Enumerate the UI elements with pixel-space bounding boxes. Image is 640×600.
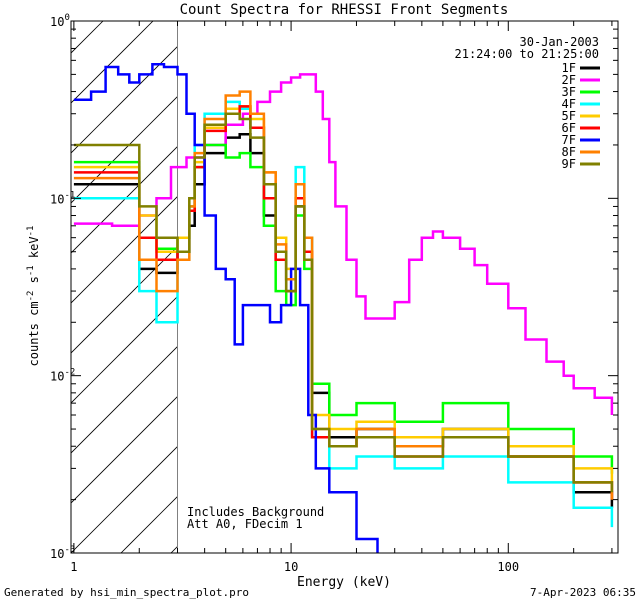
annotation-background: Includes Background (187, 505, 324, 519)
x-tick-label: 100 (497, 560, 519, 574)
legend-label-2F: 2F (562, 73, 576, 87)
series-9F-line (73, 112, 614, 493)
hatch-line (71, 195, 178, 304)
y-tick-labels: 100 10-1 10-2 10-3 (50, 13, 75, 561)
series-7F-line (73, 63, 379, 553)
footer-generated-by: Generated by hsi_min_spectra_plot.pro (4, 586, 249, 599)
legend-label-5F: 5F (562, 109, 576, 123)
annotation-attenuator: Att A0, FDecim 1 (187, 517, 303, 531)
footer-timestamp: 7-Apr-2023 06:35 (530, 586, 636, 599)
x-tick-label: 1 (70, 560, 77, 574)
y-tick-label: 10-3 (50, 545, 75, 561)
background-hatch-region (71, 21, 178, 553)
legend-label-4F: 4F (562, 97, 576, 111)
y-tick-label: 10-1 (50, 190, 75, 206)
plot-frame (70, 20, 619, 554)
y-tick-label: 100 (50, 13, 70, 29)
x-tick-label: 10 (284, 560, 298, 574)
legend-label-1F: 1F (562, 61, 576, 75)
series-layer (73, 63, 614, 553)
axis-ticks (71, 20, 618, 554)
x-tick-labels: 1 10 100 (70, 560, 519, 574)
y-axis-label: counts cm-2 s-1 keV-1 (26, 226, 41, 367)
legend-label-6F: 6F (562, 121, 576, 135)
legend-label-9F: 9F (562, 157, 576, 171)
legend-label-3F: 3F (562, 85, 576, 99)
hatch-line (71, 45, 178, 154)
x-axis-label: Energy (keV) (297, 575, 391, 590)
chart-title: Count Spectra for RHESSI Front Segments (180, 2, 509, 18)
hatch-line (71, 445, 178, 553)
hatch-line (71, 21, 154, 104)
legend-label-8F: 8F (562, 145, 576, 159)
date-label: 30-Jan-2003 (520, 35, 599, 49)
hatch-line (71, 395, 178, 504)
time-range-label: 21:24:00 to 21:25:00 (455, 47, 600, 61)
legend-label-7F: 7F (562, 133, 576, 147)
y-tick-label: 10-2 (50, 368, 75, 384)
hatch-line (71, 245, 178, 354)
